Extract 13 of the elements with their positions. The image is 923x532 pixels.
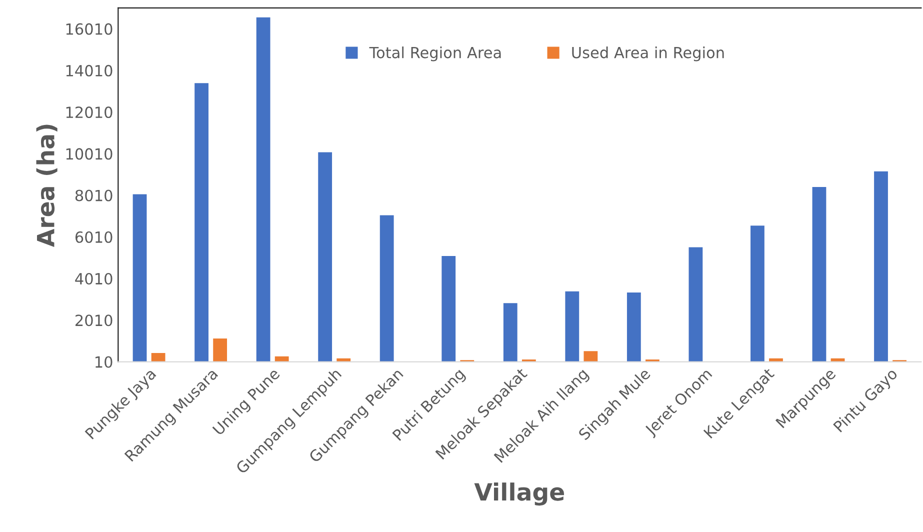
y-tick-label: 4010 — [75, 272, 112, 285]
y-tick-label: 14010 — [66, 64, 112, 76]
y-tick-label: 16010 — [66, 23, 112, 35]
legend-label: Total Region Area — [369, 46, 501, 62]
y-tick-label: 12010 — [66, 106, 112, 118]
x-axis-title: Village — [474, 482, 564, 506]
y-axis-title: Area (ha) — [36, 124, 58, 247]
y-tick-label: 6010 — [75, 231, 112, 243]
y-tick-label: 10 — [96, 356, 112, 368]
y-tick-label: 2010 — [76, 314, 112, 326]
y-tick-label: 10010 — [66, 148, 112, 160]
legend-label: Used Area in Region — [572, 46, 724, 62]
y-tick-label: 8010 — [75, 190, 112, 202]
